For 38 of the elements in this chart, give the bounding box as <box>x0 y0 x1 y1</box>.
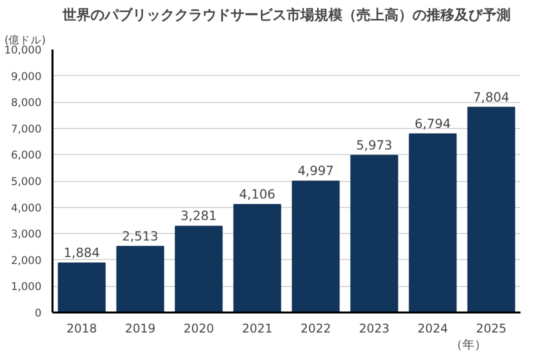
y-tick-label: 7,000 <box>10 122 42 136</box>
bar <box>408 133 457 312</box>
data-label: 1,884 <box>64 244 100 260</box>
x-axis-title: （年） <box>450 338 486 351</box>
chart-title: 世界のパブリッククラウドサービス市場規模（売上高）の推移及び予測 <box>62 6 510 24</box>
bar <box>116 246 164 312</box>
x-tick-label: 2023 <box>358 322 390 336</box>
x-tick-label: 2022 <box>300 322 332 336</box>
y-tick-label: 6,000 <box>10 148 42 162</box>
y-tick-label: 8,000 <box>10 96 42 110</box>
y-tick-label: 4,000 <box>10 201 42 214</box>
bar <box>233 204 282 312</box>
y-tick-label: 3,000 <box>10 228 42 241</box>
y-tick-label: 1,000 <box>10 280 42 294</box>
data-label: 5,973 <box>356 137 392 152</box>
x-tick-label: 2021 <box>242 322 273 336</box>
y-axis-title: (億ドル) <box>4 34 46 46</box>
y-tick-label: 0 <box>34 306 42 320</box>
data-label: 2,513 <box>122 228 158 244</box>
y-tick-label: 5,000 <box>10 175 42 188</box>
bar <box>350 154 398 312</box>
bar <box>174 226 223 312</box>
bar <box>292 180 340 312</box>
data-label: 3,281 <box>180 208 217 224</box>
x-tick-label: 2019 <box>124 322 156 336</box>
y-tick-label: 10,000 <box>4 44 42 56</box>
x-tick-label: 2025 <box>476 322 507 336</box>
data-label: 6,794 <box>414 116 451 131</box>
x-tick-label: 2020 <box>183 322 214 336</box>
y-tick-label: 2,000 <box>10 254 42 267</box>
y-tick-label: 9,000 <box>10 70 42 83</box>
data-label: 7,804 <box>473 89 510 104</box>
x-tick-label: 2018 <box>66 322 98 336</box>
data-label: 4,997 <box>298 163 334 178</box>
bar <box>58 262 106 312</box>
bar <box>467 106 516 312</box>
data-label: 4,106 <box>239 186 276 202</box>
x-tick-label: 2024 <box>417 322 448 336</box>
